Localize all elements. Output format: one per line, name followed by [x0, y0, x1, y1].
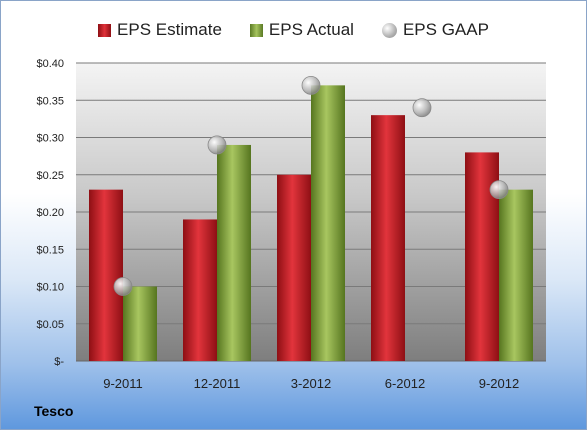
legend-swatch-actual	[249, 23, 263, 37]
legend-item-actual: EPS Actual	[249, 20, 354, 40]
x-tick-label: 3-2012	[291, 376, 331, 391]
marker-eps-gaap	[412, 98, 432, 118]
legend-item-gaap: EPS GAAP	[381, 20, 489, 40]
x-tick-label: 9-2011	[103, 376, 143, 391]
y-tick-label: $0.10	[36, 282, 64, 294]
bar-eps-estimate	[277, 174, 311, 361]
y-tick-label: $0.40	[36, 58, 64, 70]
company-name: Tesco	[34, 403, 74, 419]
bar-eps-actual	[217, 144, 251, 361]
x-tick-label: 9-2012	[479, 376, 519, 391]
legend-label-actual: EPS Actual	[268, 20, 354, 39]
y-tick-label: $0.25	[36, 170, 64, 182]
marker-eps-gaap	[489, 180, 509, 200]
legend-swatch-estimate	[98, 23, 112, 37]
y-tick-label: $0.35	[36, 95, 64, 107]
y-tick-label: $0.30	[36, 133, 64, 145]
x-tick-label: 6-2012	[385, 376, 425, 391]
y-tick-label: $0.15	[36, 244, 64, 256]
bar-eps-estimate	[371, 115, 405, 362]
legend-item-estimate: EPS Estimate	[98, 20, 222, 40]
y-tick-label: $0.20	[36, 207, 64, 219]
marker-eps-gaap	[301, 75, 321, 95]
chart-legend: EPS Estimate EPS Actual EPS GAAP	[1, 15, 586, 45]
bar-eps-estimate	[89, 189, 123, 361]
marker-eps-gaap	[113, 277, 133, 296]
marker-eps-gaap	[207, 135, 227, 155]
bar-eps-actual	[499, 189, 533, 361]
legend-label-gaap: EPS GAAP	[402, 20, 489, 39]
legend-label-estimate: EPS Estimate	[117, 20, 222, 39]
bar-eps-actual	[123, 286, 157, 361]
y-tick-label: $0.05	[36, 319, 64, 331]
bar-eps-estimate	[183, 219, 217, 361]
y-tick-label: $-	[54, 356, 64, 368]
x-tick-label: 12-2011	[194, 376, 241, 391]
legend-swatch-gaap	[381, 22, 397, 38]
bar-eps-actual	[311, 85, 345, 361]
